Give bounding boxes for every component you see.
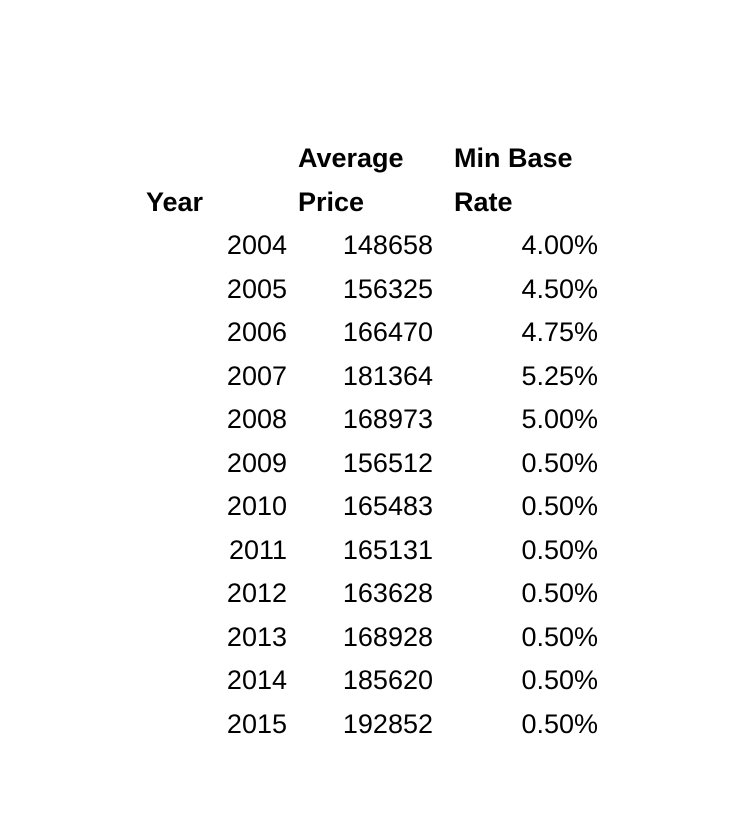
average-price-cell: 185620 xyxy=(342,665,433,695)
min-base-rate-cell: 0.50% xyxy=(521,491,598,521)
average-price-cell: 166470 xyxy=(342,317,433,347)
year-cell: 2011 xyxy=(228,534,287,565)
column-header-min-base-rate-line1: Min Base xyxy=(454,143,573,173)
year-cell: 2013 xyxy=(226,621,287,652)
column-header-average-price-line2: Price xyxy=(298,187,365,217)
min-base-rate-cell: 4.75% xyxy=(521,317,598,347)
table-row: 2004 148658 4.00% xyxy=(146,224,602,268)
average-price-cell: 165131 xyxy=(342,534,433,565)
min-base-rate-cell: 0.50% xyxy=(521,621,598,652)
column-header-min-base-rate: Min Base Rate xyxy=(446,136,602,224)
average-price-cell: 156325 xyxy=(342,273,433,304)
table-row: 2011 165131 0.50% xyxy=(146,529,602,573)
min-base-rate-cell: 0.50% xyxy=(521,708,598,739)
average-price-cell: 168973 xyxy=(342,404,433,434)
year-cell: 2010 xyxy=(226,491,287,521)
average-price-cell: 168928 xyxy=(342,621,433,652)
average-price-cell: 163628 xyxy=(342,578,433,608)
min-base-rate-cell: 0.50% xyxy=(521,665,598,695)
column-header-average-price-line1: Average xyxy=(298,143,404,173)
table-row: 2013 168928 0.50% xyxy=(146,616,602,660)
average-price-cell: 192852 xyxy=(342,708,433,739)
average-price-cell: 156512 xyxy=(342,447,433,478)
table-row: 2007 181364 5.25% xyxy=(146,355,602,399)
min-base-rate-cell: 0.50% xyxy=(521,447,598,478)
min-base-rate-cell: 0.50% xyxy=(521,534,598,565)
min-base-rate-cell: 4.00% xyxy=(521,230,598,260)
table-row: 2008 168973 5.00% xyxy=(146,398,602,442)
column-header-year: Year xyxy=(146,180,290,224)
year-cell: 2009 xyxy=(226,447,287,478)
column-header-min-base-rate-line2: Rate xyxy=(454,187,513,217)
year-cell: 2007 xyxy=(226,360,287,391)
table-header-row: Year Average Price Min Base Rate xyxy=(146,136,602,224)
table-row: 2010 165483 0.50% xyxy=(146,485,602,529)
table-row: 2005 156325 4.50% xyxy=(146,268,602,312)
average-price-cell: 148658 xyxy=(342,230,433,260)
table-row: 2009 156512 0.50% xyxy=(146,442,602,486)
min-base-rate-cell: 0.50% xyxy=(521,578,598,608)
min-base-rate-cell: 5.00% xyxy=(521,404,598,434)
data-table: Year Average Price Min Base Rate 2004 14… xyxy=(146,136,602,746)
column-header-average-price: Average Price xyxy=(290,136,446,224)
table-row: 2014 185620 0.50% xyxy=(146,659,602,703)
table-row: 2015 192852 0.50% xyxy=(146,703,602,747)
year-cell: 2006 xyxy=(226,317,287,347)
table-row: 2006 166470 4.75% xyxy=(146,311,602,355)
year-cell: 2004 xyxy=(226,230,287,260)
year-cell: 2008 xyxy=(226,404,287,434)
min-base-rate-cell: 4.50% xyxy=(521,273,598,304)
table-row: 2012 163628 0.50% xyxy=(146,572,602,616)
average-price-cell: 181364 xyxy=(342,360,433,391)
year-cell: 2015 xyxy=(226,708,287,739)
average-price-cell: 165483 xyxy=(342,491,433,521)
year-cell: 2014 xyxy=(226,665,287,695)
column-header-year-label: Year xyxy=(146,187,204,217)
year-cell: 2012 xyxy=(226,578,287,608)
min-base-rate-cell: 5.25% xyxy=(521,360,598,391)
year-cell: 2005 xyxy=(226,273,287,304)
